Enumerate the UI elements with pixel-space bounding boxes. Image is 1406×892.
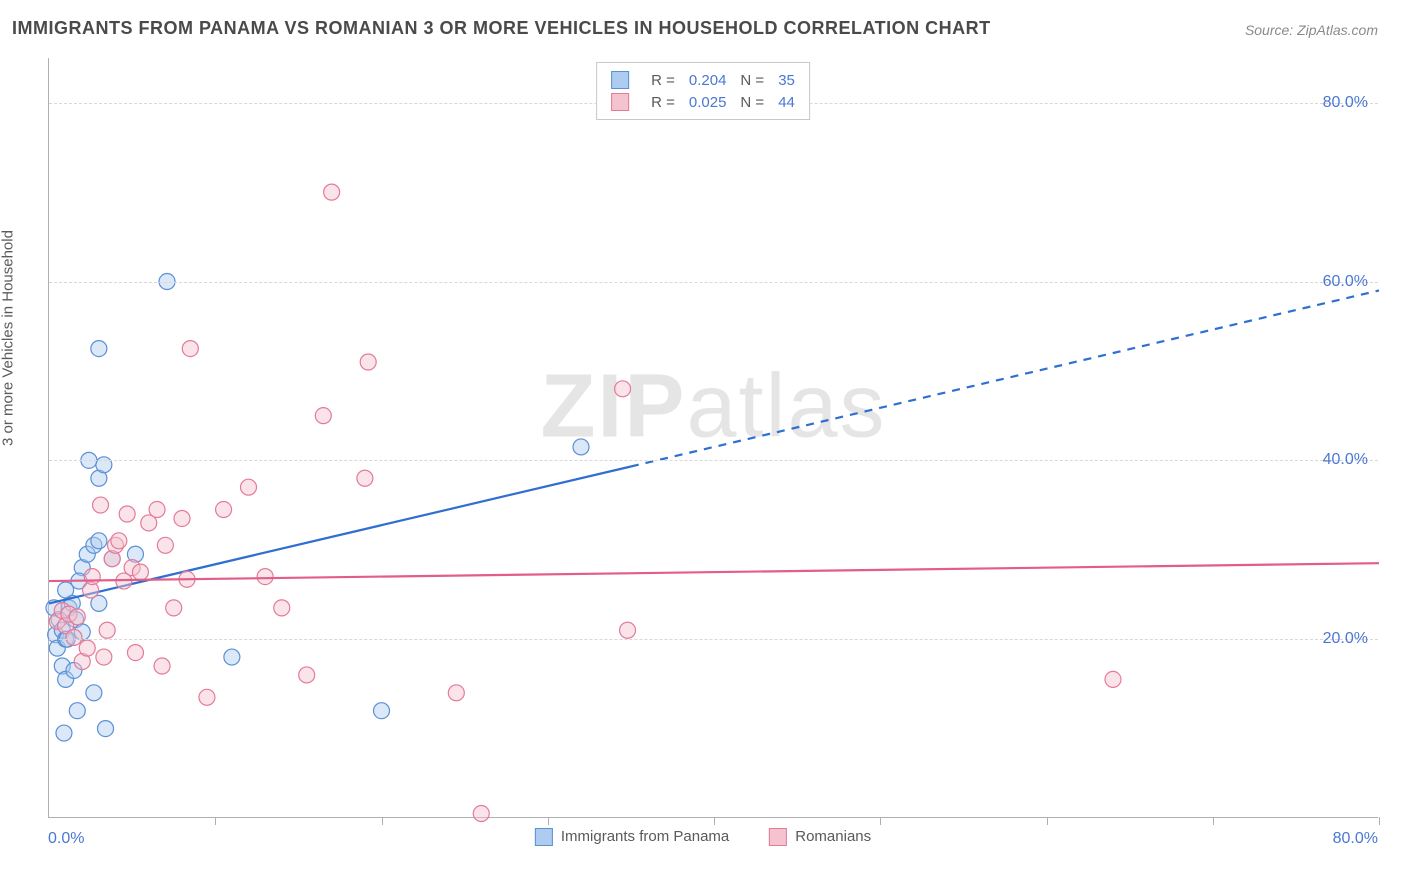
data-point-romanians (257, 569, 273, 585)
data-point-romanians (473, 806, 489, 822)
r-label: R = (651, 94, 675, 111)
scatter-svg (49, 58, 1378, 817)
correlation-legend: R = 0.204 N = 35 R = 0.025 N = 44 (596, 62, 810, 120)
data-point-panama (86, 685, 102, 701)
x-tick-mark (548, 817, 549, 825)
x-axis-origin-label: 0.0% (48, 830, 84, 848)
data-point-panama (224, 649, 240, 665)
data-point-panama (91, 341, 107, 357)
data-point-romanians (84, 569, 100, 585)
x-tick-mark (1047, 817, 1048, 825)
data-point-romanians (182, 341, 198, 357)
chart-container: IMMIGRANTS FROM PANAMA VS ROMANIAN 3 OR … (0, 0, 1406, 892)
y-tick-label: 20.0% (1323, 630, 1368, 648)
data-point-panama (91, 533, 107, 549)
legend-swatch-icon (535, 828, 553, 846)
x-axis-max-label: 80.0% (1333, 830, 1378, 848)
gridline (49, 460, 1378, 461)
data-point-romanians (216, 502, 232, 518)
data-point-romanians (299, 667, 315, 683)
x-tick-mark (215, 817, 216, 825)
y-tick-label: 80.0% (1323, 94, 1368, 112)
x-tick-mark (880, 817, 881, 825)
data-point-panama (96, 457, 112, 473)
n-value: 44 (778, 94, 795, 111)
data-point-romanians (157, 537, 173, 553)
gridline (49, 282, 1378, 283)
data-point-romanians (274, 600, 290, 616)
data-point-romanians (93, 497, 109, 513)
y-tick-label: 60.0% (1323, 273, 1368, 291)
data-point-romanians (199, 689, 215, 705)
data-point-panama (98, 721, 114, 737)
legend-swatch-icon (769, 828, 787, 846)
data-point-romanians (174, 510, 190, 526)
data-point-romanians (154, 658, 170, 674)
data-point-panama (56, 725, 72, 741)
gridline (49, 639, 1378, 640)
data-point-romanians (132, 564, 148, 580)
data-point-romanians (149, 502, 165, 518)
data-point-romanians (99, 622, 115, 638)
x-tick-mark (1379, 817, 1380, 825)
data-point-romanians (119, 506, 135, 522)
data-point-panama (69, 703, 85, 719)
data-point-romanians (1105, 671, 1121, 687)
legend-item-romanians: Romanians (769, 828, 871, 846)
legend-item-panama: Immigrants from Panama (535, 828, 729, 846)
data-point-romanians (79, 640, 95, 656)
n-value: 35 (778, 72, 795, 89)
plot-area: ZIPatlas 20.0%40.0%60.0%80.0% (48, 58, 1378, 818)
n-label: N = (740, 94, 764, 111)
data-point-romanians (615, 381, 631, 397)
legend-label: Romanians (795, 828, 871, 845)
r-label: R = (651, 72, 675, 89)
x-tick-mark (714, 817, 715, 825)
data-point-panama (573, 439, 589, 455)
data-point-romanians (357, 470, 373, 486)
data-point-romanians (324, 184, 340, 200)
data-point-romanians (69, 609, 85, 625)
r-value: 0.025 (689, 94, 727, 111)
data-point-romanians (127, 645, 143, 661)
y-tick-label: 40.0% (1323, 451, 1368, 469)
data-point-romanians (111, 533, 127, 549)
data-point-romanians (66, 629, 82, 645)
data-point-romanians (241, 479, 257, 495)
legend-swatch-icon (611, 71, 629, 89)
legend-label: Immigrants from Panama (561, 828, 729, 845)
data-point-romanians (360, 354, 376, 370)
source-label: Source: ZipAtlas.com (1245, 22, 1378, 38)
data-point-romanians (96, 649, 112, 665)
data-point-romanians (448, 685, 464, 701)
data-point-romanians (620, 622, 636, 638)
data-point-panama (374, 703, 390, 719)
data-point-romanians (166, 600, 182, 616)
y-axis-label: 3 or more Vehicles in Household (0, 230, 17, 446)
trend-line-panama-dashed (631, 290, 1379, 466)
trend-line-romanians (49, 563, 1379, 581)
r-value: 0.204 (689, 72, 727, 89)
legend-row-romanians: R = 0.025 N = 44 (611, 91, 795, 113)
n-label: N = (740, 72, 764, 89)
x-tick-mark (382, 817, 383, 825)
series-legend: Immigrants from Panama Romanians (535, 828, 871, 846)
trend-line-panama (49, 467, 631, 604)
x-tick-mark (1213, 817, 1214, 825)
chart-title: IMMIGRANTS FROM PANAMA VS ROMANIAN 3 OR … (12, 18, 991, 39)
legend-swatch-icon (611, 93, 629, 111)
legend-row-panama: R = 0.204 N = 35 (611, 69, 795, 91)
data-point-romanians (315, 408, 331, 424)
